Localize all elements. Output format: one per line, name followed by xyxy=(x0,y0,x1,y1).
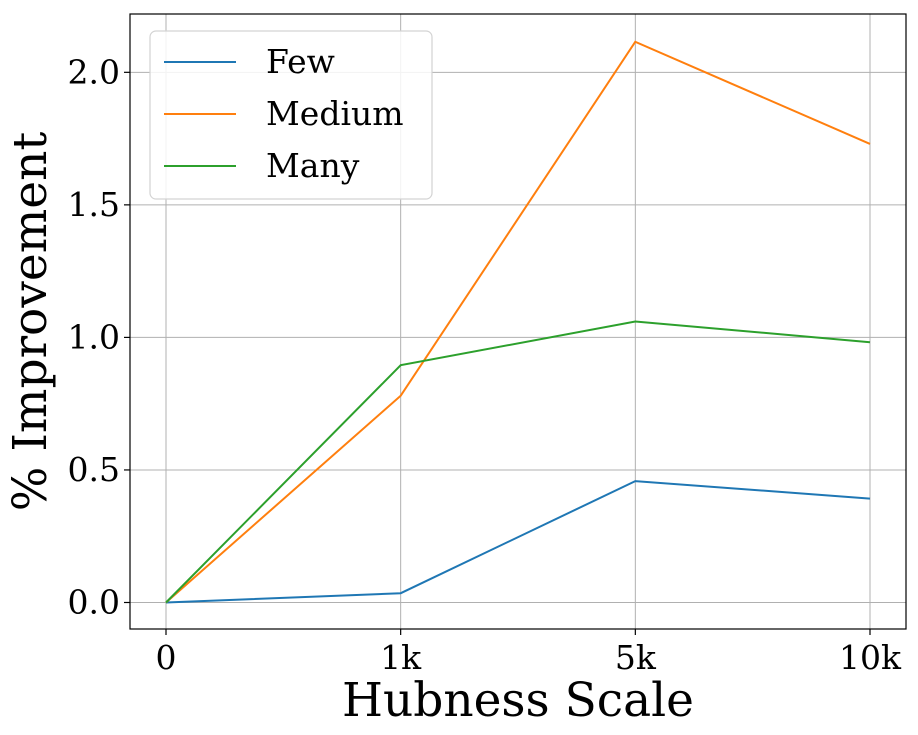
y-axis-ticks: 0.0 0.5 1.0 1.5 2.0 xyxy=(68,52,130,621)
legend: Few Medium Many xyxy=(149,30,433,200)
legend-label: Many xyxy=(266,146,360,185)
series-lines xyxy=(165,40,871,604)
y-tick-label: 0.0 xyxy=(68,582,120,621)
legend-box xyxy=(149,30,433,200)
series-line-few xyxy=(165,480,871,604)
x-axis-ticks: 0 1k 5k 10k xyxy=(156,629,902,677)
x-tick-label: 1k xyxy=(380,638,422,677)
y-tick-label: 1.0 xyxy=(68,317,120,356)
legend-label: Medium xyxy=(266,94,404,133)
series-line-many xyxy=(165,320,871,604)
y-tick-label: 1.5 xyxy=(68,185,120,224)
x-tick-label: 0 xyxy=(156,638,177,677)
y-tick-label: 0.5 xyxy=(68,450,120,489)
series-line-medium xyxy=(165,40,871,604)
legend-label: Few xyxy=(266,42,335,81)
x-axis-title: Hubness Scale xyxy=(342,673,694,728)
y-tick-label: 2.0 xyxy=(68,52,120,91)
y-axis-title: % Improvement xyxy=(3,132,58,512)
x-tick-label: 10k xyxy=(839,638,902,677)
plot-frame xyxy=(129,13,907,630)
x-tick-label: 5k xyxy=(615,638,657,677)
